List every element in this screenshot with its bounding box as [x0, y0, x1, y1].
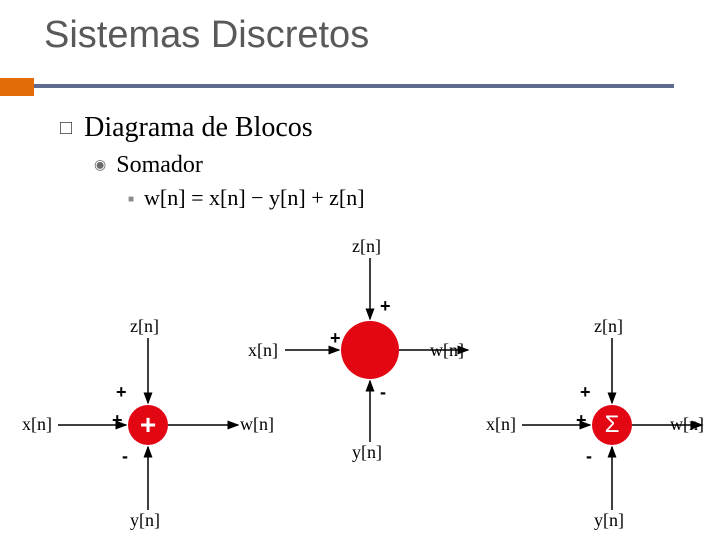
d3-sign-top: + — [580, 382, 591, 403]
d1-sign-top: + — [116, 382, 127, 403]
bullet-l2: Somador — [94, 152, 365, 179]
d2-sign-left: + — [330, 328, 341, 349]
diagram-arrows — [0, 230, 720, 540]
d1-yn-label: y[n] — [130, 510, 160, 531]
d2-yn-label: y[n] — [352, 442, 382, 463]
title-rule — [34, 84, 674, 88]
bullet-l1: Diagrama de Blocos — [60, 112, 365, 144]
d3-wn-label: w[n] — [670, 414, 704, 435]
summer-sigma: Σ — [592, 405, 632, 445]
d3-zn-label: z[n] — [594, 316, 623, 337]
d3-sign-left: + — [576, 410, 587, 431]
d2-xn-label: x[n] — [248, 340, 278, 361]
summer-plus: + — [128, 405, 168, 445]
d2-sign-top: + — [380, 296, 391, 317]
block-diagram: + x[n] z[n] y[n] w[n] + + - x[n] z[n] y[… — [0, 230, 720, 540]
d1-wn-label: w[n] — [240, 414, 274, 435]
d3-sign-bottom: - — [586, 446, 592, 467]
d1-sign-bottom: - — [122, 446, 128, 467]
d1-sign-left: + — [112, 410, 123, 431]
bullet-l3: w[n] = x[n] − y[n] + z[n] — [128, 185, 365, 211]
slide-title: Sistemas Discretos — [0, 0, 720, 57]
d2-sign-bottom: - — [380, 382, 386, 403]
d2-wn-label: w[n] — [430, 340, 464, 361]
d2-zn-label: z[n] — [352, 236, 381, 257]
d1-xn-label: x[n] — [22, 414, 52, 435]
d1-zn-label: z[n] — [130, 316, 159, 337]
d3-xn-label: x[n] — [486, 414, 516, 435]
summer-blank — [341, 321, 399, 379]
accent-block — [0, 78, 34, 96]
d3-yn-label: y[n] — [594, 510, 624, 531]
bullet-content: Diagrama de Blocos Somador w[n] = x[n] −… — [60, 112, 365, 211]
